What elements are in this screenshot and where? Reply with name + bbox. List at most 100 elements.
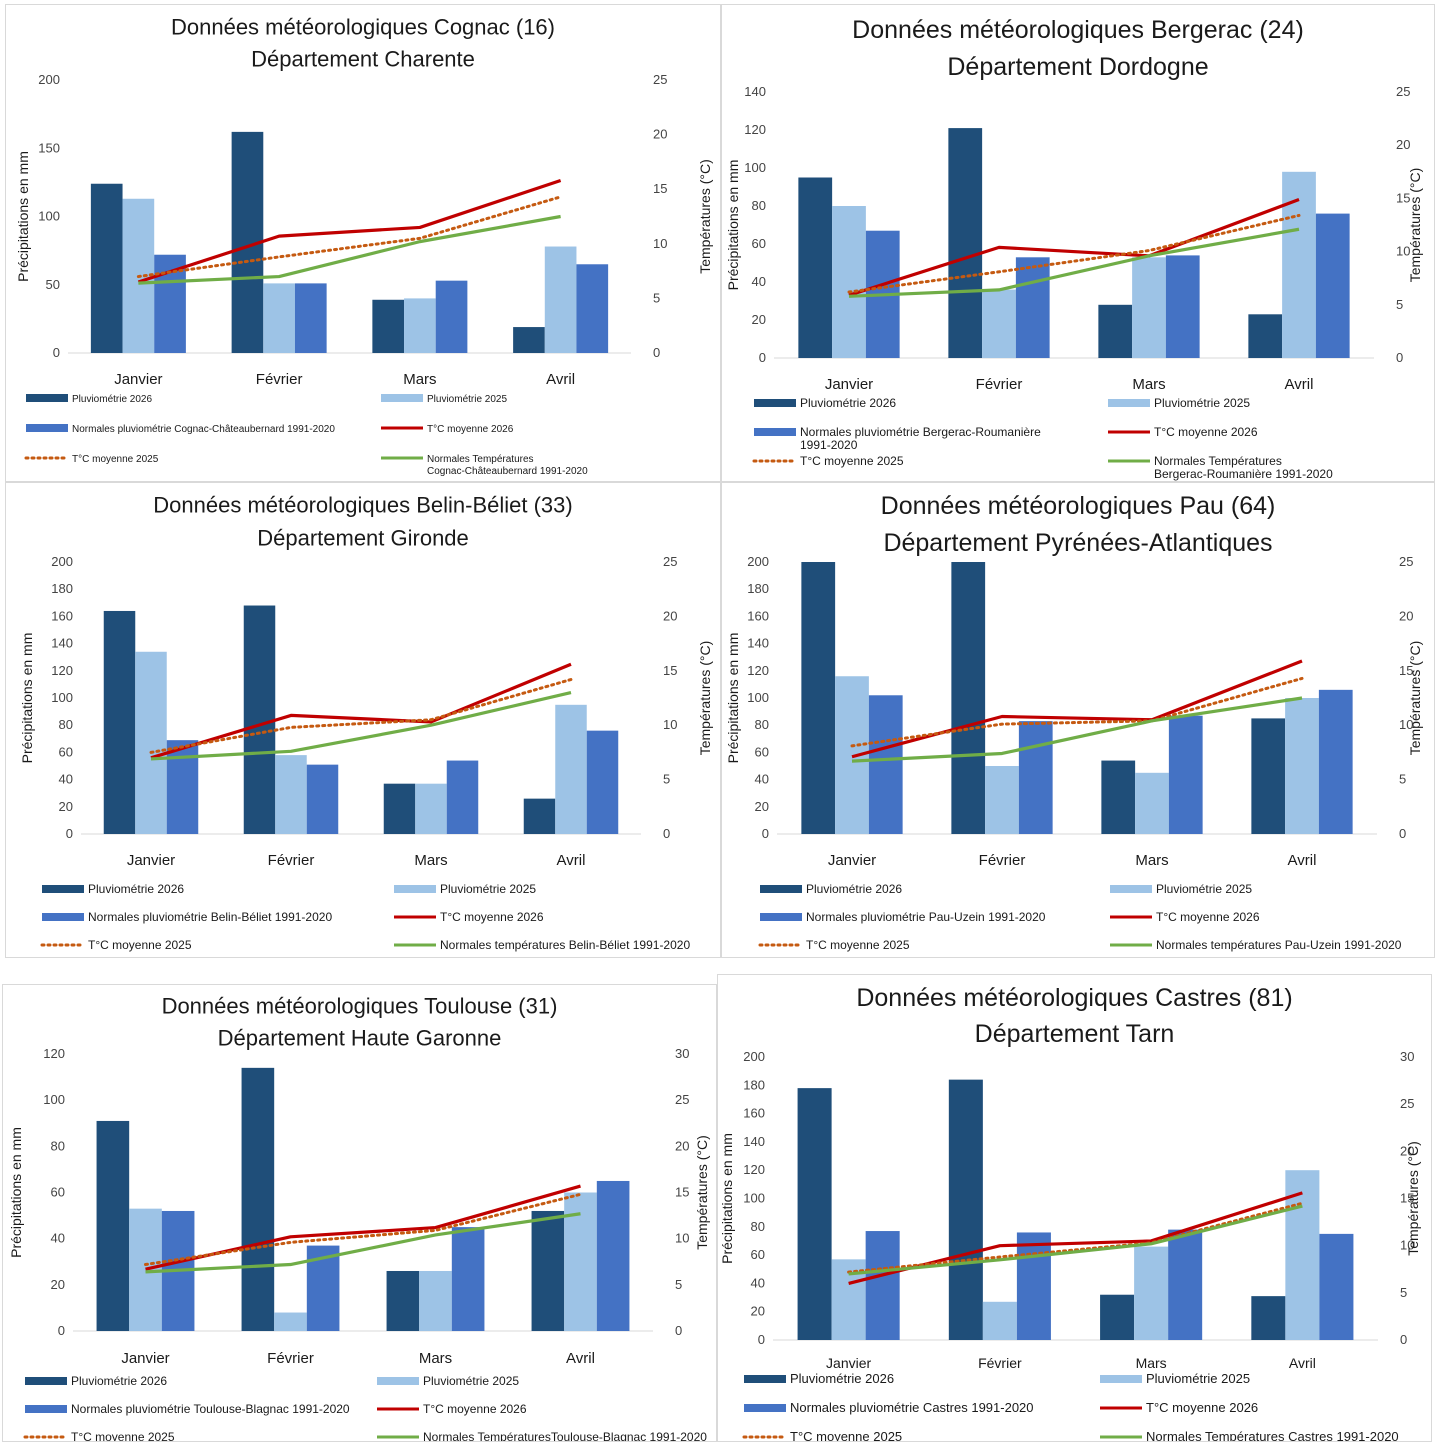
series-pluviometrie-2026-bar <box>797 1088 832 1340</box>
y-tick-label: 100 <box>743 1191 765 1206</box>
series-normales-pluviometrie-bar <box>446 760 479 834</box>
legend-label: T°C moyenne 2025 <box>790 1429 902 1441</box>
category-label: Janvier <box>825 376 873 393</box>
legend-label: Cognac-Châteaubernard 1991-2020 <box>427 466 588 477</box>
legend-item: T°C moyenne 2025 <box>758 938 910 952</box>
legend-label: T°C moyenne 2026 <box>1156 910 1260 924</box>
legend-label: Pluviométrie 2026 <box>790 1371 894 1386</box>
y-tick-label: 60 <box>59 744 73 759</box>
series-normales-pluviometrie-bar <box>1015 257 1050 358</box>
legend-item: T°C moyenne 2025 <box>24 454 159 465</box>
legend-item: T°C moyenne 2026 <box>1100 1400 1258 1415</box>
y2-tick-label: 10 <box>1399 717 1413 732</box>
y2-tick-label: 5 <box>1396 297 1403 312</box>
legend-item: T°C moyenne 2025 <box>40 938 192 952</box>
chart-title: Données météorologiques Toulouse (31) <box>162 994 558 1019</box>
chart-title: Données météorologiques Belin-Béliet (33… <box>153 493 572 518</box>
y2-axis-label: Températures (°C) <box>1407 168 1423 283</box>
y-tick-label: 80 <box>751 1219 765 1234</box>
series-pluviometrie-2025-bar <box>1285 698 1319 834</box>
y2-tick-label: 30 <box>675 1046 689 1061</box>
chart-svg: Données météorologiques Cognac (16) Dépar… <box>15 15 713 477</box>
y-tick-label: 180 <box>747 581 769 596</box>
legend-label: Normales pluviométrie Cognac-Châteaubern… <box>72 424 335 435</box>
legend-swatch <box>744 1404 786 1412</box>
y-axis-label: Précipitations en mm <box>19 633 35 764</box>
y2-tick-label: 20 <box>1396 137 1410 152</box>
legend-item: T°C moyenne 2026 <box>377 1402 527 1416</box>
series-tc-moyenne-2025-line <box>144 1192 582 1267</box>
y-tick-label: 20 <box>51 1277 65 1292</box>
y-tick-label: 20 <box>751 1304 765 1319</box>
y-tick-label: 0 <box>759 350 766 365</box>
legend-label: Normales températures Belin-Béliet 1991-… <box>440 938 690 952</box>
category-label: Février <box>978 1355 1022 1371</box>
series-pluviometrie-2026-bar <box>798 177 833 358</box>
legend-label: T°C moyenne 2025 <box>88 938 192 952</box>
category-label: Mars <box>1136 1355 1167 1371</box>
legend-item: Normales TempératuresToulouse-Blagnac 19… <box>377 1430 707 1441</box>
series-normales-pluviometrie-bar <box>1165 255 1200 358</box>
legend-item: T°C moyenne 2025 <box>742 1429 902 1441</box>
legend-item: T°C moyenne 2026 <box>1110 910 1260 924</box>
legend-label: Normales Températures <box>427 454 534 465</box>
legend-swatch <box>754 399 796 407</box>
series-pluviometrie-2025-bar <box>985 766 1019 834</box>
legend-swatch <box>42 885 84 893</box>
legend-label: T°C moyenne 2026 <box>440 910 544 924</box>
category-label: Février <box>979 852 1026 869</box>
y2-tick-label: 0 <box>1399 826 1406 841</box>
series-normales-pluviometrie-bar <box>865 1231 900 1340</box>
y-tick-label: 100 <box>51 690 73 705</box>
series-pluviometrie-2026-bar <box>1101 760 1136 834</box>
y-tick-label: 120 <box>51 663 73 678</box>
legend-item: T°C moyenne 2026 <box>394 910 544 924</box>
series-normales-pluviometrie-bar <box>576 264 609 353</box>
category-label: Janvier <box>828 852 876 869</box>
y2-axis-label: Températures (°C) <box>1405 1141 1421 1256</box>
y2-tick-label: 0 <box>1400 1332 1407 1347</box>
legend-label: Normales pluviométrie Pau-Uzein 1991-202… <box>806 910 1046 924</box>
y2-tick-label: 20 <box>663 608 677 623</box>
series-pluviometrie-2025-bar <box>1135 772 1169 834</box>
legend-swatch <box>26 424 68 432</box>
legend-label: T°C moyenne 2026 <box>427 424 514 435</box>
legend-label: Pluviométrie 2025 <box>1154 396 1250 410</box>
legend-label: Pluviométrie 2026 <box>806 882 902 896</box>
y2-tick-label: 10 <box>663 717 677 732</box>
y-tick-label: 60 <box>51 1185 65 1200</box>
y2-axis-label: Températures (°C) <box>1407 641 1423 756</box>
y-tick-label: 180 <box>51 581 73 596</box>
category-label: Février <box>267 1350 314 1367</box>
y-tick-label: 100 <box>38 209 60 224</box>
y2-tick-label: 30 <box>1400 1049 1414 1064</box>
legend-label: T°C moyenne 2026 <box>423 1402 527 1416</box>
legend-label: Pluviométrie 2026 <box>72 394 152 405</box>
y2-tick-label: 15 <box>1400 1191 1414 1206</box>
y-tick-label: 40 <box>59 772 73 787</box>
y2-tick-label: 10 <box>1400 1238 1414 1253</box>
y-tick-label: 100 <box>744 160 766 175</box>
legend-label: T°C moyenne 2025 <box>800 454 904 468</box>
y-tick-label: 140 <box>743 1134 765 1149</box>
category-label: Mars <box>419 1350 452 1367</box>
legend-label: Pluviométrie 2025 <box>1146 1371 1250 1386</box>
series-pluviometrie-2025-bar <box>564 1192 597 1331</box>
legend-item: Pluviométrie 2025 <box>1108 396 1250 410</box>
y-tick-label: 20 <box>59 799 73 814</box>
series-normales-pluviometrie-bar <box>1016 1232 1051 1340</box>
series-normales-pluviometrie-bar <box>1319 1233 1354 1340</box>
y2-tick-label: 25 <box>663 554 677 569</box>
y-tick-label: 0 <box>58 1323 65 1338</box>
series-normales-pluviometrie-bar <box>586 730 619 834</box>
y-tick-label: 80 <box>59 717 73 732</box>
series-pluviometrie-2026-bar <box>1098 304 1133 358</box>
y-tick-label: 200 <box>747 554 769 569</box>
series-tc-moyenne-2026-line <box>848 197 1300 297</box>
legend-item: Pluviométrie 2026 <box>42 882 184 896</box>
y2-tick-label: 5 <box>653 290 660 305</box>
chart-panel-pau: Données météorologiques Pau (64) Départem… <box>721 482 1435 958</box>
y2-tick-label: 10 <box>1396 244 1410 259</box>
legend-label: T°C moyenne 2026 <box>1146 1400 1258 1415</box>
y-axis-label: Précipitations en mm <box>725 160 741 291</box>
